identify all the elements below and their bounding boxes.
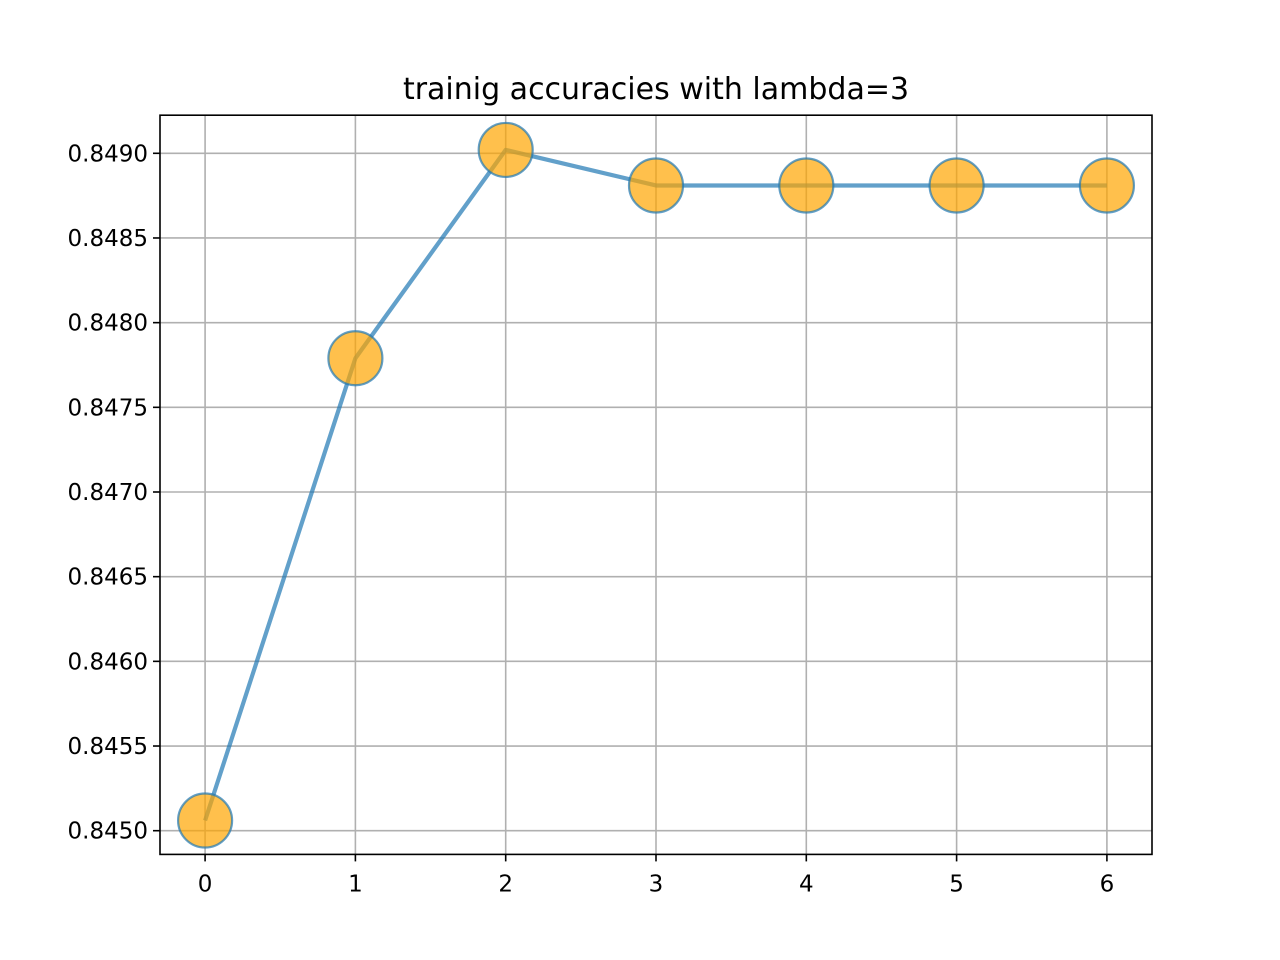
y-tick-label: 0.8490	[68, 141, 148, 167]
series-markers	[176, 121, 1136, 849]
x-tick-label: 3	[649, 871, 664, 897]
x-tick-label: 4	[799, 871, 814, 897]
data-point	[477, 121, 534, 179]
y-tick-label: 0.8455	[68, 734, 148, 760]
axis-ticks: 0 1 2 3 4 5 6 0.8450 0.8455 0.8460 0.8465 0.8470 0.8…	[68, 141, 1115, 897]
data-point	[327, 330, 384, 387]
data-point	[176, 792, 234, 849]
data-point	[1078, 157, 1136, 214]
y-tick-label: 0.8475	[68, 395, 148, 421]
y-tick-label: 0.8485	[68, 226, 148, 252]
x-tick-label: 2	[498, 871, 513, 897]
chart-title: trainig accuracies with lambda=3	[403, 72, 909, 107]
y-tick-label: 0.8450	[68, 819, 148, 845]
y-tick-label: 0.8460	[68, 649, 148, 675]
y-tick-label: 0.8465	[68, 565, 148, 591]
data-point	[778, 157, 835, 214]
data-point	[627, 157, 685, 214]
y-tick-label: 0.8470	[68, 480, 148, 506]
grid	[160, 115, 1152, 855]
plot-frame	[159, 114, 1153, 856]
x-tick-label: 0	[198, 871, 213, 897]
x-tick-label: 5	[949, 871, 964, 897]
data-point	[928, 157, 985, 214]
x-tick-label: 1	[348, 871, 363, 897]
x-tick-label: 6	[1100, 871, 1115, 897]
y-tick-label: 0.8480	[68, 311, 148, 337]
